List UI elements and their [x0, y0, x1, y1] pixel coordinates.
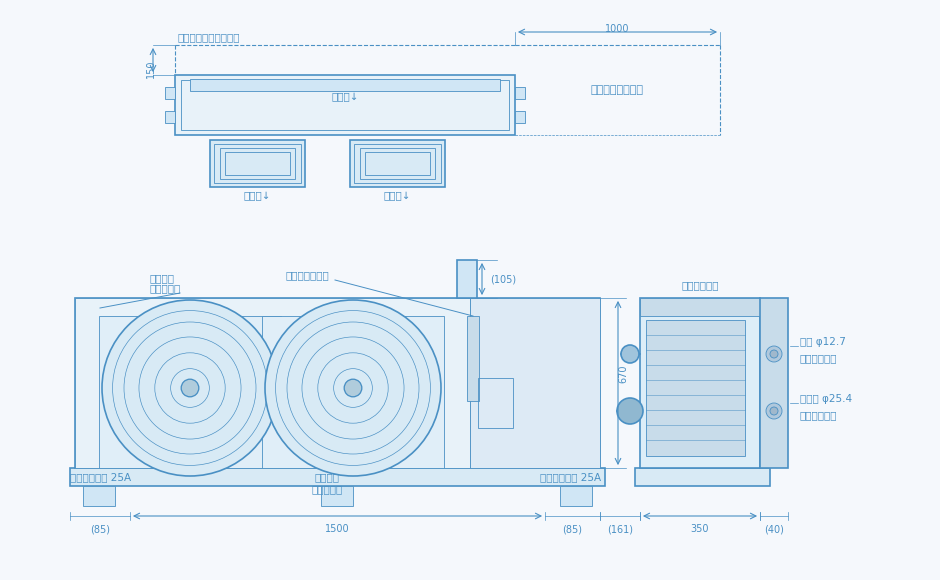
Text: (85): (85) — [562, 524, 582, 534]
Bar — [646, 320, 745, 456]
Text: 据付金具: 据付金具 — [315, 472, 339, 482]
Bar — [75, 298, 600, 316]
Text: (161): (161) — [607, 524, 633, 534]
Text: 背面設置最小スペース: 背面設置最小スペース — [177, 32, 240, 42]
Circle shape — [617, 398, 643, 424]
Bar — [515, 111, 525, 123]
Text: 350: 350 — [691, 524, 710, 534]
Bar — [365, 152, 430, 175]
Bar — [457, 260, 477, 298]
Bar — [214, 144, 301, 183]
Bar — [640, 298, 760, 316]
Bar — [75, 298, 470, 468]
Circle shape — [344, 379, 362, 397]
Circle shape — [265, 300, 441, 476]
Bar — [470, 298, 600, 468]
Text: 吹出口↓: 吹出口↓ — [384, 191, 411, 201]
Bar — [75, 298, 600, 468]
Text: 据付金具: 据付金具 — [150, 273, 175, 283]
Bar — [262, 316, 444, 468]
Bar — [760, 298, 788, 468]
Bar — [515, 87, 525, 99]
Circle shape — [181, 379, 198, 397]
Bar — [190, 79, 500, 91]
Bar — [165, 87, 175, 99]
Bar — [181, 80, 509, 130]
Bar — [635, 468, 770, 486]
Text: ドレンパイプ 25A: ドレンパイプ 25A — [540, 472, 601, 482]
Bar — [321, 486, 353, 506]
Bar — [210, 140, 305, 187]
Circle shape — [770, 350, 778, 358]
Text: サービススペース: サービススペース — [590, 85, 644, 95]
Bar — [478, 378, 513, 428]
Bar — [99, 316, 281, 468]
Text: 液管 φ12.7: 液管 φ12.7 — [800, 337, 846, 347]
Bar — [467, 316, 479, 401]
Text: ガス管 φ25.4: ガス管 φ25.4 — [800, 394, 853, 404]
Circle shape — [770, 407, 778, 415]
Text: 1500: 1500 — [324, 524, 350, 534]
Circle shape — [102, 300, 278, 476]
Bar — [70, 468, 605, 486]
Text: 150: 150 — [146, 60, 156, 78]
Text: （床置時）: （床置時） — [311, 484, 342, 494]
Text: ロウ付け接続: ロウ付け接続 — [800, 353, 838, 363]
Bar — [225, 152, 290, 175]
Text: 1000: 1000 — [604, 24, 629, 34]
Bar — [560, 486, 592, 506]
Text: ロウ付け接続: ロウ付け接続 — [800, 410, 838, 420]
Bar — [165, 111, 175, 123]
Bar — [640, 298, 760, 468]
Bar — [83, 486, 115, 506]
Text: 電装ボックス: 電装ボックス — [682, 280, 719, 290]
Text: 吹出口↓: 吹出口↓ — [243, 191, 271, 201]
Text: （天吹時）: （天吹時） — [150, 283, 181, 293]
Bar — [350, 140, 445, 187]
Circle shape — [766, 346, 782, 362]
Text: サービスパネル: サービスパネル — [285, 270, 329, 280]
Text: (105): (105) — [490, 274, 516, 284]
Text: ドレンパイプ 25A: ドレンパイプ 25A — [70, 472, 131, 482]
Text: (40): (40) — [764, 524, 784, 534]
Text: (85): (85) — [90, 524, 110, 534]
Bar — [360, 148, 435, 179]
Bar — [220, 148, 295, 179]
Circle shape — [766, 403, 782, 419]
Text: 670: 670 — [618, 364, 628, 383]
Circle shape — [621, 345, 639, 363]
Text: 吸込口↓: 吸込口↓ — [331, 92, 359, 102]
Bar — [175, 75, 515, 135]
Bar — [354, 144, 441, 183]
